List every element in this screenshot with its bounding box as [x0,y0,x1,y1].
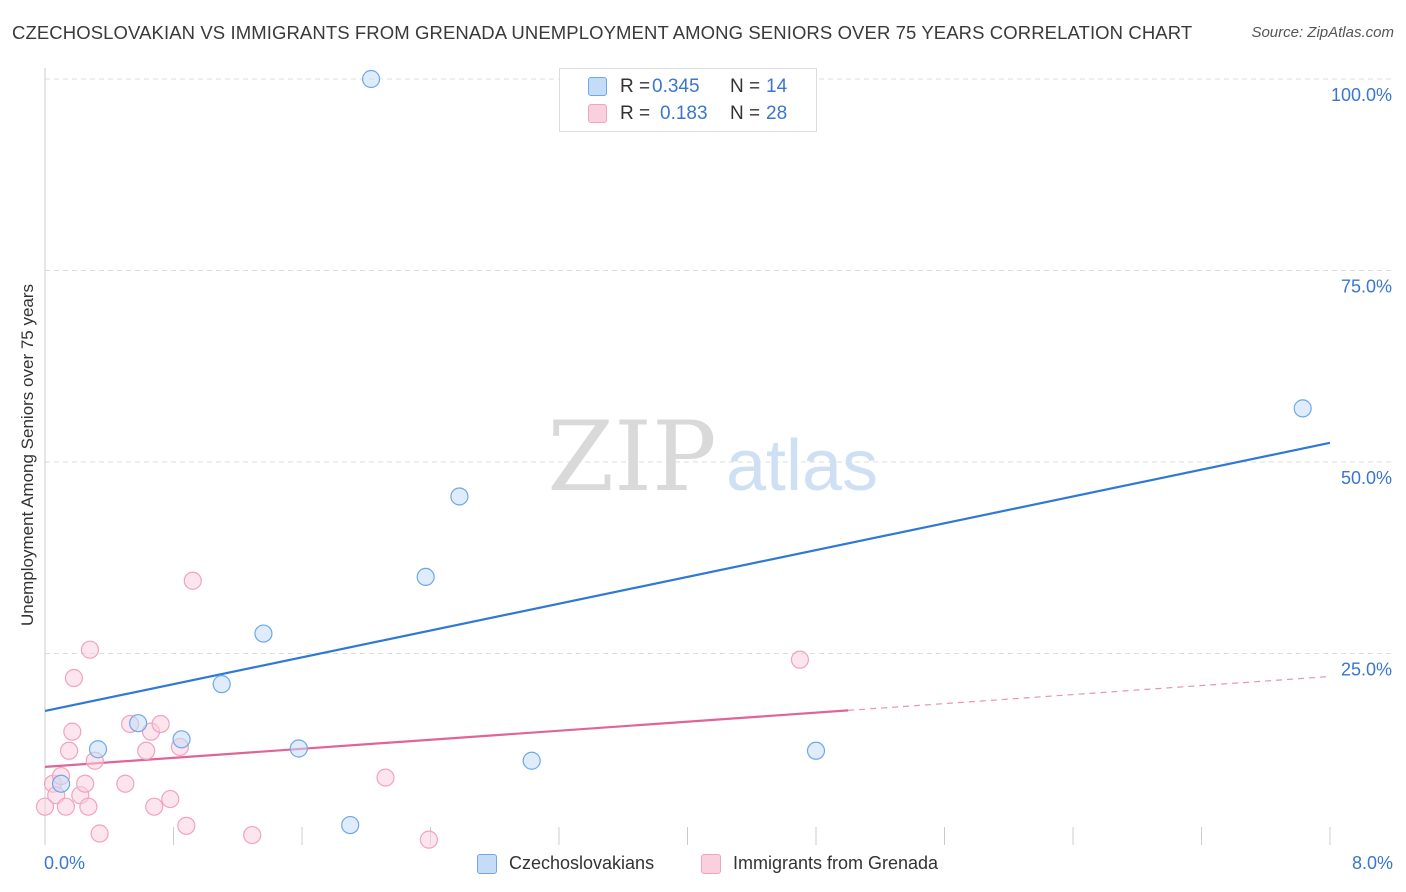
y-axis-label: Unemployment Among Seniors over 75 years [18,283,37,627]
r-label: R = [620,103,651,124]
legend-label: Czechoslovakians [509,853,655,873]
y-tick-label: 75.0% [1341,277,1392,297]
grid-layer [45,78,1392,654]
data-point-grenada [790,650,810,669]
x-tick-label: 8.0% [1352,853,1393,873]
data-point-grenada [90,824,109,843]
data-point-czechoslovakians [289,739,308,758]
data-point-czechoslovakians [254,624,273,643]
trend-line-0 [44,441,1331,713]
r-label: R = [620,76,651,97]
chart-title: CZECHOSLOVAKIAN VS IMMIGRANTS FROM GRENA… [12,22,1193,43]
n-label: N = [730,103,761,124]
correlation-legend: R = 0.345 N = 14 R = 0.183 N = 28 [559,68,817,132]
data-point-czechoslovakians [416,567,435,587]
x-tick-label: 0.0% [44,853,85,873]
legend-swatch-blue [477,854,497,874]
data-point-czechoslovakians [806,741,826,760]
data-point-grenada [151,714,170,734]
points-layer [35,69,1312,849]
y-tick-label: 100.0% [1331,85,1392,105]
legend-swatch-pink [701,854,721,874]
axis-layer [44,68,1331,845]
data-point-grenada [80,640,100,659]
n-value: 14 [766,76,788,97]
data-point-grenada [79,797,98,816]
data-point-czechoslovakians [88,740,108,759]
trend-line-1 [44,709,849,768]
data-point-grenada [243,825,262,845]
source-credit: Source: ZipAtlas.com [1251,24,1394,41]
legend-label: Immigrants from Grenada [733,853,939,873]
legend-row-czechoslovakians: R = 0.345 N = 14 [560,74,816,100]
data-point-grenada [59,741,79,760]
data-point-czechoslovakians [361,69,381,89]
tick-label-layer: 100.0% 75.0% 50.0% 25.0% 0.0% 8.0% [44,85,1393,873]
trend-layer [44,441,1331,768]
data-point-grenada [35,797,55,816]
data-point-grenada [161,789,180,809]
data-point-grenada [56,797,75,816]
y-tick-label: 25.0% [1341,660,1392,680]
watermark-atlas: atlas [726,426,878,506]
n-value: 28 [766,103,788,124]
watermark: ZIP atlas [547,401,878,513]
data-point-czechoslovakians [1293,399,1312,418]
data-point-czechoslovakians [341,815,360,835]
data-point-czechoslovakians [172,730,191,749]
data-point-grenada [183,571,202,590]
legend-swatch-blue [588,77,607,96]
data-point-czechoslovakians [51,774,71,793]
data-point-grenada [419,830,438,849]
n-label: N = [730,76,761,97]
data-point-grenada [116,774,135,793]
data-point-czechoslovakians [522,751,541,770]
r-value: 0.183 [660,103,708,124]
legend-row-grenada: R = 0.183 N = 28 [560,101,816,127]
data-point-grenada [63,722,82,741]
series-legend: Czechoslovakians Immigrants from Grenada [0,852,1406,878]
data-point-grenada [64,668,84,688]
data-point-grenada [376,768,395,787]
trend-line-dashed-1 [848,675,1331,711]
r-value: 0.345 [652,76,700,97]
data-point-czechoslovakians [450,487,469,506]
y-tick-label: 50.0% [1341,468,1392,488]
data-point-grenada [137,741,156,760]
watermark-zip: ZIP [547,401,716,513]
data-point-grenada [76,774,95,793]
data-point-grenada [145,797,164,816]
legend-swatch-pink [588,104,607,123]
data-point-czechoslovakians [129,714,148,733]
data-point-czechoslovakians [212,675,231,694]
data-point-grenada [177,816,196,835]
